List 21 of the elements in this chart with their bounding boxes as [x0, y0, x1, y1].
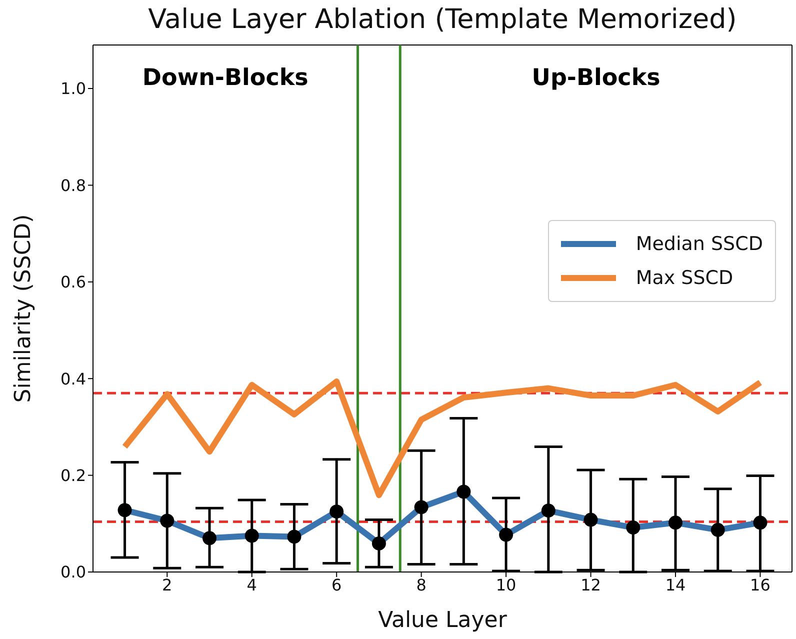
chart-title: Value Layer Ablation (Template Memorized) [147, 4, 738, 35]
x-tick-label: 10 [496, 575, 516, 594]
legend-label: Max SSCD [636, 267, 734, 289]
y-tick-label: 0.0 [60, 562, 86, 582]
x-tick-label: 16 [750, 575, 770, 594]
legend-label: Median SSCD [636, 233, 763, 255]
x-axis-title: Value Layer [378, 608, 508, 633]
annotation: Down-Blocks [141, 65, 310, 91]
x-tick-label: 14 [665, 575, 686, 594]
annotation: Up-Blocks [530, 65, 662, 91]
x-tick-label: 2 [162, 575, 172, 594]
x-tick-label: 8 [416, 575, 426, 594]
y-tick-label: 0.2 [60, 466, 86, 485]
y-tick-label: 0.4 [60, 369, 86, 388]
y-tick-label: 0.6 [60, 272, 86, 292]
y-tick-label: 0.8 [60, 176, 86, 195]
x-tick-label: 6 [331, 575, 342, 594]
x-tick-label: 12 [580, 575, 601, 594]
x-tick-label: 4 [246, 575, 257, 594]
y-tick-label: 1.0 [60, 79, 86, 98]
y-axis-title: Similarity (SSCD) [10, 214, 36, 403]
